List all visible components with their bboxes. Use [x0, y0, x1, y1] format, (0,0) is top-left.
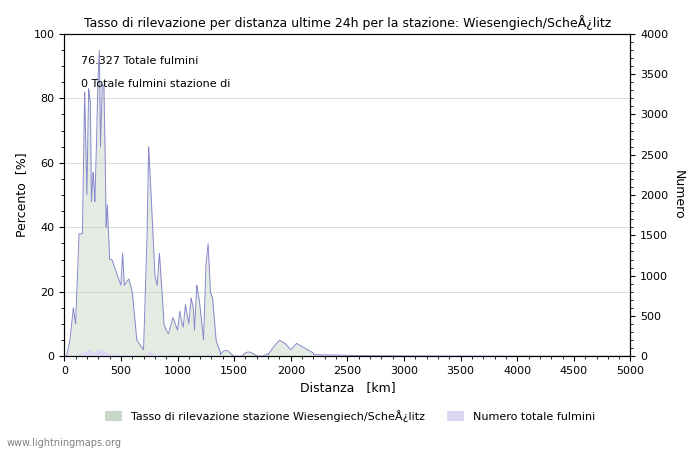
Y-axis label: Percento  [%]: Percento [%]	[15, 153, 28, 238]
Text: www.lightningmaps.org: www.lightningmaps.org	[7, 438, 122, 448]
Text: 76.327 Totale fulmini: 76.327 Totale fulmini	[81, 56, 199, 67]
Legend: Tasso di rilevazione stazione Wiesengiech/ScheÅ¿litz, Numero totale fulmini: Tasso di rilevazione stazione Wiesengiec…	[101, 405, 599, 427]
Text: 0 Totale fulmini stazione di: 0 Totale fulmini stazione di	[81, 79, 230, 89]
Y-axis label: Numero: Numero	[672, 170, 685, 220]
X-axis label: Distanza   [km]: Distanza [km]	[300, 382, 395, 395]
Title: Tasso di rilevazione per distanza ultime 24h per la stazione: Wiesengiech/ScheÅ¿: Tasso di rilevazione per distanza ultime…	[84, 15, 611, 30]
